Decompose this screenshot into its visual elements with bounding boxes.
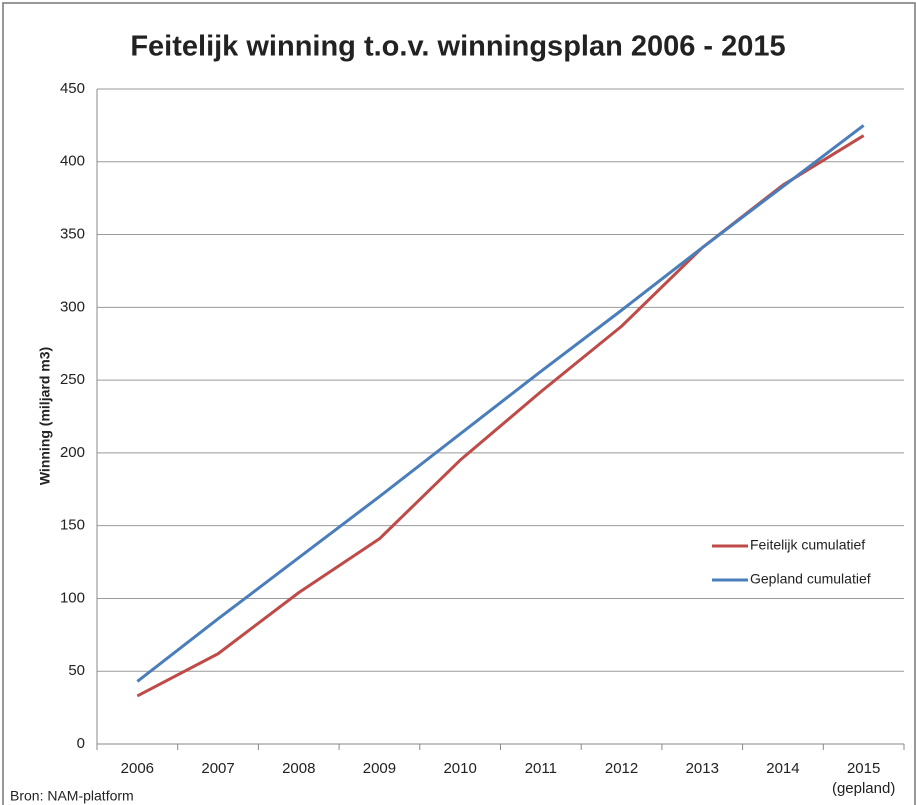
series-line xyxy=(136,134,865,698)
y-tick-label: 0 xyxy=(77,735,85,752)
y-tick-label: 450 xyxy=(60,80,85,97)
x-tick-label: 2006 xyxy=(121,760,154,777)
legend-label: Gepland cumulatief xyxy=(750,571,871,587)
y-tick-label: 100 xyxy=(60,589,85,606)
y-tick-label: 400 xyxy=(60,153,85,170)
x-tick-label: 2009 xyxy=(363,760,396,777)
x-tick-note: (gepland) xyxy=(832,780,895,797)
y-tick-label: 250 xyxy=(60,371,85,388)
legend-label: Feitelijk cumulatief xyxy=(750,537,865,553)
x-tick-label: 2014 xyxy=(766,760,799,777)
series-line xyxy=(136,124,865,683)
x-tick-label: 2010 xyxy=(443,760,476,777)
y-tick-label: 300 xyxy=(60,298,85,315)
chart-title: Feitelijk winning t.o.v. winningsplan 20… xyxy=(130,31,785,63)
y-tick-label: 350 xyxy=(60,226,85,243)
y-axis-label: Winning (miljard m3) xyxy=(37,347,53,485)
y-tick-label: 150 xyxy=(60,517,85,534)
source-note: Bron: NAM-platform xyxy=(10,788,134,804)
y-tick-label: 50 xyxy=(68,662,85,679)
x-tick-label: 2007 xyxy=(201,760,234,777)
y-tick-label: 200 xyxy=(60,444,85,461)
x-tick-label: 2015 xyxy=(847,760,880,777)
x-tick-label: 2013 xyxy=(686,760,719,777)
x-tick-label: 2012 xyxy=(605,760,638,777)
x-tick-label: 2011 xyxy=(525,760,557,777)
x-tick-label: 2008 xyxy=(282,760,315,777)
